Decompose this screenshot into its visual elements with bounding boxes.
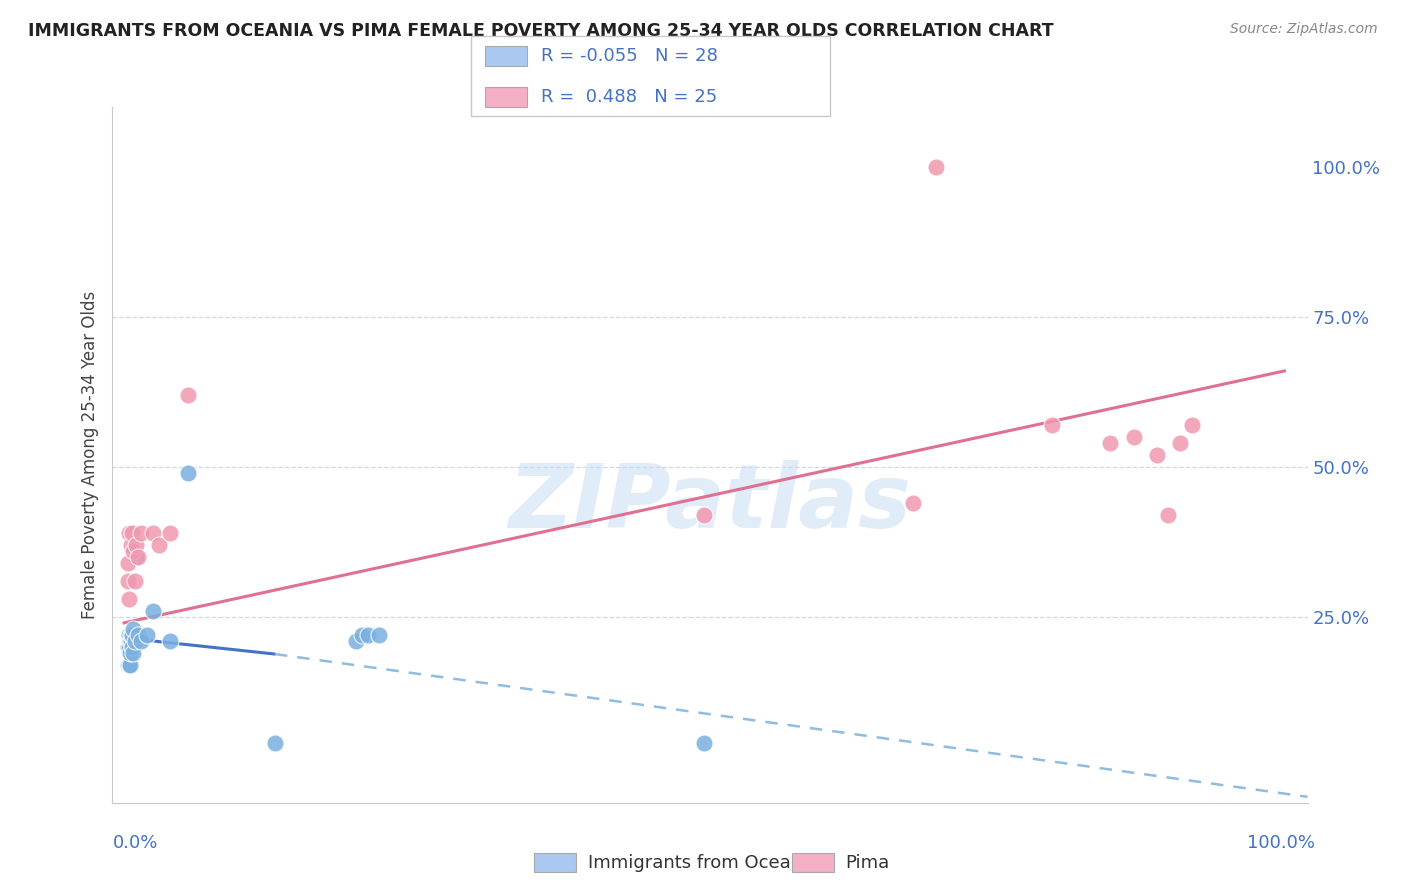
Y-axis label: Female Poverty Among 25-34 Year Olds: Female Poverty Among 25-34 Year Olds — [80, 291, 98, 619]
Point — [118, 657, 141, 672]
Point — [925, 160, 948, 174]
Point — [118, 525, 141, 540]
Point — [131, 633, 153, 648]
Text: ZIPatlas: ZIPatlas — [509, 460, 911, 547]
Point — [1146, 448, 1168, 462]
Point — [131, 525, 153, 540]
Point — [368, 628, 391, 642]
Point — [125, 549, 148, 564]
Point — [121, 525, 143, 540]
Point — [693, 508, 716, 522]
Point — [177, 388, 200, 402]
Point — [120, 538, 142, 552]
Point — [125, 538, 148, 552]
Point — [127, 549, 149, 564]
Point — [118, 633, 141, 648]
Point — [148, 538, 170, 552]
Text: R = -0.055   N = 28: R = -0.055 N = 28 — [541, 47, 718, 65]
Point — [118, 646, 141, 660]
Point — [122, 622, 145, 636]
Point — [1040, 417, 1063, 432]
Point — [118, 591, 141, 606]
Point — [136, 628, 159, 642]
Point — [693, 736, 716, 750]
Point — [122, 544, 145, 558]
Point — [357, 628, 380, 642]
Point — [901, 496, 924, 510]
Point — [264, 736, 287, 750]
Text: Source: ZipAtlas.com: Source: ZipAtlas.com — [1230, 22, 1378, 37]
Point — [1168, 436, 1191, 450]
Text: IMMIGRANTS FROM OCEANIA VS PIMA FEMALE POVERTY AMONG 25-34 YEAR OLDS CORRELATION: IMMIGRANTS FROM OCEANIA VS PIMA FEMALE P… — [28, 22, 1053, 40]
Point — [118, 640, 141, 654]
Point — [124, 633, 146, 648]
Point — [159, 633, 181, 648]
Point — [1122, 430, 1144, 444]
Point — [118, 657, 141, 672]
Point — [117, 640, 139, 654]
Point — [344, 633, 367, 648]
Point — [1180, 417, 1202, 432]
Point — [120, 633, 142, 648]
Point — [120, 628, 142, 642]
Point — [124, 574, 146, 588]
Point — [118, 628, 141, 642]
Point — [159, 525, 181, 540]
Text: 0.0%: 0.0% — [112, 834, 157, 852]
Text: 100.0%: 100.0% — [1247, 834, 1315, 852]
Point — [1157, 508, 1180, 522]
Point — [127, 628, 149, 642]
Point — [350, 628, 373, 642]
Point — [1099, 436, 1122, 450]
Point — [121, 628, 143, 642]
Point — [142, 525, 165, 540]
Text: R =  0.488   N = 25: R = 0.488 N = 25 — [541, 88, 717, 106]
Text: Pima: Pima — [845, 854, 889, 871]
Point — [117, 556, 139, 570]
Point — [122, 646, 145, 660]
Point — [177, 466, 200, 480]
Point — [117, 574, 139, 588]
Point — [142, 604, 165, 618]
Point — [117, 657, 139, 672]
Text: Immigrants from Oceania: Immigrants from Oceania — [588, 854, 818, 871]
Point — [121, 640, 143, 654]
